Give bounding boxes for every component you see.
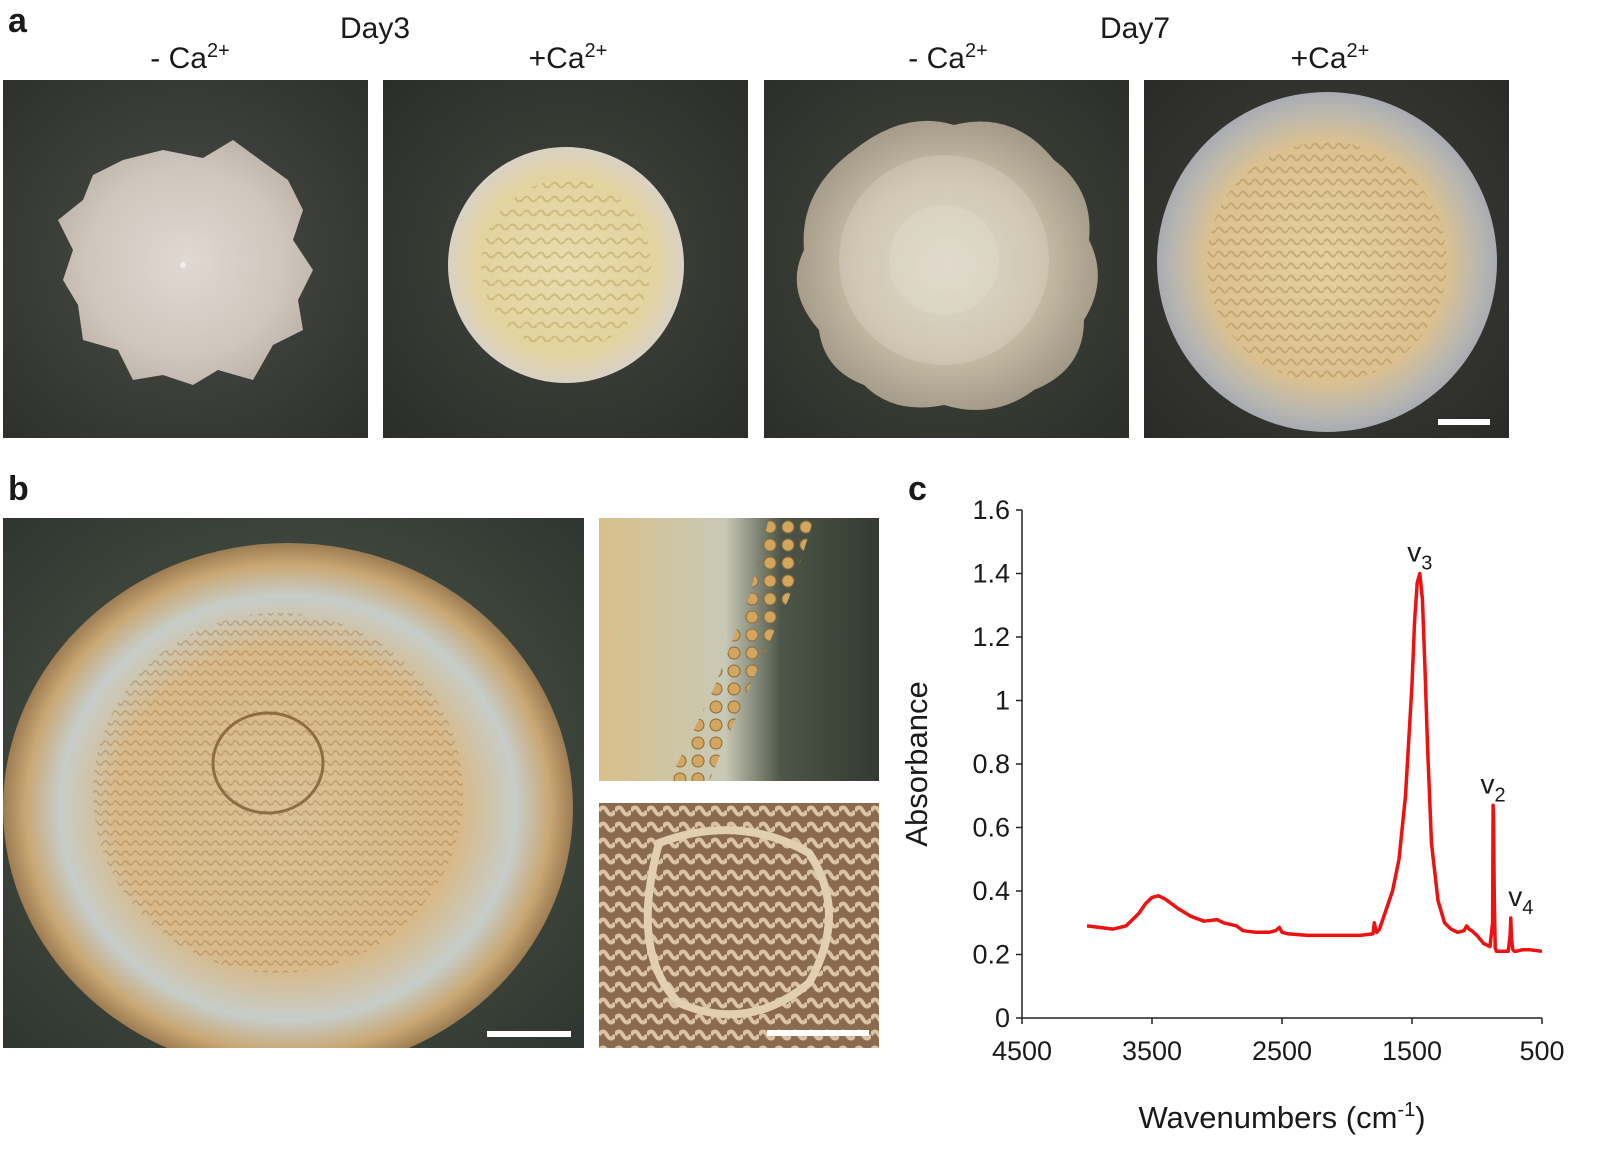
condition-superscript: 2+ bbox=[206, 40, 230, 62]
ftir-spectrum-chart: 0 0.2 0.4 0.6 0.8 1 1.2 1.4 1.6 4500 3500 2500 1500 5… bbox=[900, 495, 1565, 1135]
x-tick-label: 1500 bbox=[1382, 1036, 1442, 1066]
day7-minus-ca-label: - Ca2+ bbox=[908, 40, 988, 76]
scale-bar-a bbox=[1438, 419, 1490, 425]
y-axis-label: Absorbance bbox=[900, 681, 934, 846]
peak-annotation: v4 bbox=[1508, 881, 1533, 919]
photo-day7-minus-ca bbox=[764, 80, 1129, 438]
y-tick-label: 1.6 bbox=[972, 495, 1010, 525]
photo-day3-minus-ca bbox=[3, 80, 368, 438]
day7-plus-ca-label: +Ca2+ bbox=[1290, 40, 1370, 76]
spectrum-series-line bbox=[1086, 571, 1543, 954]
day3-minus-ca-label: - Ca2+ bbox=[150, 40, 230, 76]
condition-prefix: - Ca bbox=[150, 42, 207, 75]
day3-title: Day3 bbox=[339, 12, 411, 45]
peak-annotation: v2 bbox=[1481, 768, 1506, 806]
photo-day3-plus-ca bbox=[383, 80, 748, 438]
y-tick-label: 1.4 bbox=[972, 559, 1010, 589]
condition-prefix: - Ca bbox=[908, 42, 965, 75]
y-tick-label: 0.4 bbox=[972, 876, 1010, 906]
panel-a-letter: a bbox=[8, 2, 27, 40]
panel-b-letter: b bbox=[8, 470, 29, 508]
y-tick-label: 0.8 bbox=[972, 749, 1010, 779]
x-tick-label: 4500 bbox=[992, 1036, 1052, 1066]
condition-prefix: +Ca bbox=[528, 42, 585, 75]
condition-prefix: +Ca bbox=[1290, 42, 1347, 75]
y-tick-label: 1 bbox=[995, 686, 1010, 716]
photo-b-whole-colony bbox=[3, 518, 584, 1048]
x-axis-label: Wavenumbers (cm-1) bbox=[1138, 1099, 1425, 1135]
photo-b-wrinkle-closeup bbox=[599, 803, 879, 1048]
y-tick-label: 1.2 bbox=[972, 622, 1010, 652]
peak-annotation: v3 bbox=[1407, 537, 1432, 575]
y-tick-label: 0.2 bbox=[972, 940, 1010, 970]
condition-superscript: 2+ bbox=[1346, 40, 1370, 62]
y-tick-label: 0 bbox=[995, 1003, 1010, 1033]
day3-plus-ca-label: +Ca2+ bbox=[528, 40, 608, 76]
x-tick-label: 500 bbox=[1519, 1036, 1564, 1066]
photo-day7-plus-ca bbox=[1144, 80, 1509, 438]
photo-b-colony-edge bbox=[599, 518, 879, 781]
panel-c-letter: c bbox=[908, 470, 927, 508]
y-tick-label: 0.6 bbox=[972, 813, 1010, 843]
day7-title: Day7 bbox=[1099, 12, 1171, 45]
x-tick-label: 2500 bbox=[1252, 1036, 1312, 1066]
scale-bar-b-right bbox=[767, 1030, 869, 1036]
condition-superscript: 2+ bbox=[584, 40, 608, 62]
condition-superscript: 2+ bbox=[964, 40, 988, 62]
x-tick-label: 3500 bbox=[1122, 1036, 1182, 1066]
scale-bar-b-left bbox=[487, 1031, 571, 1037]
